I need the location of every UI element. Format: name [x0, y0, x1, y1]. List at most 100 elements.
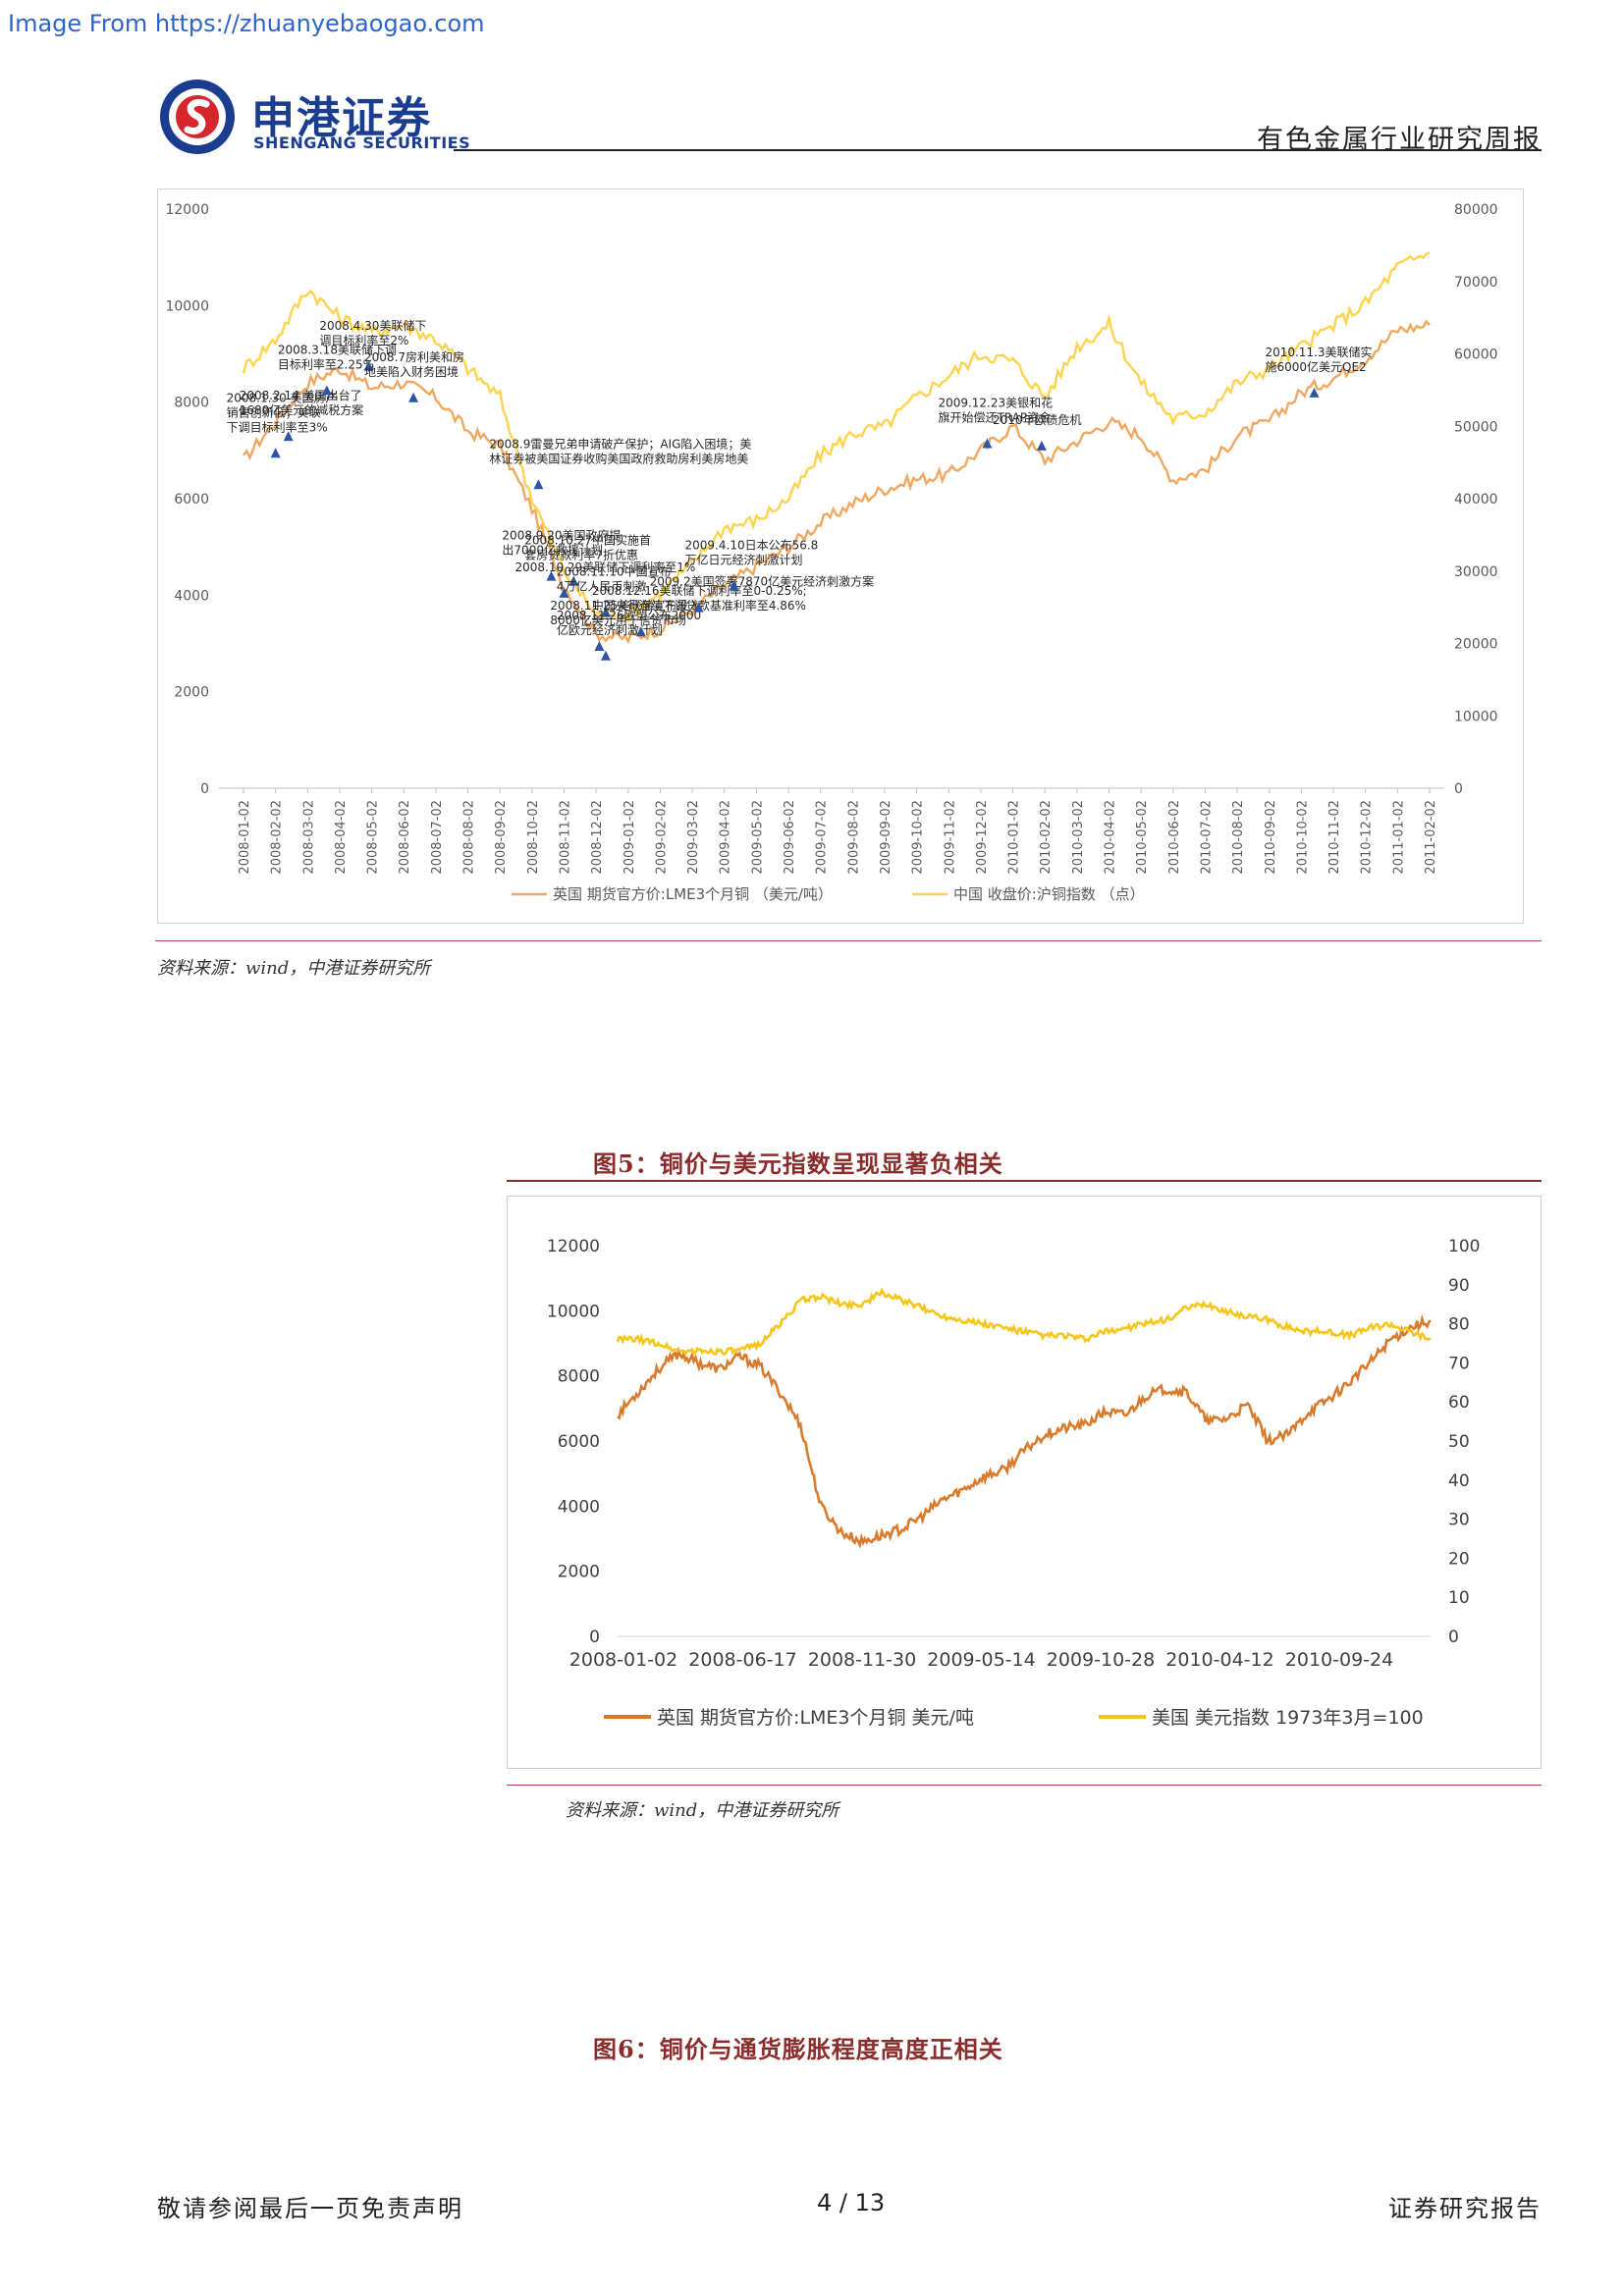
event-marker-icon	[321, 385, 332, 396]
x-tick-label: 2010-06-02	[1167, 800, 1182, 875]
x-tick-label: 2009-02-02	[654, 800, 669, 875]
event-annotation-line: 2008.11.25美联储宣布投入	[550, 598, 700, 613]
event-annotation-line: 旗开始偿还TRAP资金	[938, 409, 1051, 424]
event-annotation-line: 2008.10.27中国实施首	[524, 533, 651, 548]
left-tick-label: 4000	[558, 1497, 600, 1517]
event-annotation-line: 2008.3.18美联储下调	[278, 342, 397, 356]
right-tick-label: 80	[1448, 1315, 1470, 1335]
x-tick-label: 2010-09-02	[1264, 800, 1278, 875]
data-source-note: 资料来源：wind，中港证券研究所	[157, 958, 431, 979]
x-tick-label: 2010-10-02	[1295, 800, 1310, 875]
data-source-note-2: 资料来源：wind，中港证券研究所	[566, 1800, 839, 1821]
event-annotation-line: 2010.11.3美联储实	[1265, 345, 1372, 359]
right-tick-label: 10000	[1454, 709, 1498, 724]
series-line-lme-copper	[617, 1313, 1432, 1549]
x-tick-label: 2009-03-02	[686, 800, 701, 875]
event-annotation: 2008.9雷曼兄弟申请破产保护；AIG陷入困境；美林证券被美国证券收购美国政府…	[489, 436, 751, 465]
right-tick-label: 50	[1448, 1432, 1470, 1452]
x-tick-label: 2010-04-12	[1165, 1649, 1273, 1671]
left-tick-label: 8000	[558, 1367, 600, 1387]
event-marker-icon	[693, 602, 704, 613]
chart-copper-vs-shfe-index: 0 2000 4000 6000 8000 10000 12000 0 10000 20000 30…	[157, 188, 1524, 924]
event-annotation-line: 2008.10.29美联储下调利率至1%	[514, 560, 695, 574]
event-marker-icon	[568, 575, 579, 586]
event-annotation-line: 2008.11.26欧盟公布2000	[557, 609, 701, 622]
event-marker-icon	[1036, 440, 1047, 451]
event-marker-icon	[363, 360, 374, 371]
figure-6-title: 图6：铜价与通货膨胀程度高度正相关	[593, 2035, 1003, 2063]
page-number: 4 / 13	[817, 2189, 886, 2216]
x-tick-label: 2008-12-02	[590, 800, 605, 875]
left-tick-label: 12000	[165, 202, 209, 218]
x-tick-label: 2009-05-14	[927, 1649, 1035, 1671]
right-tick-label: 40000	[1454, 492, 1498, 507]
footer-report-label: 证券研究报告	[1388, 2195, 1542, 2222]
logo-english-name: SHENGANG SECURITIES	[253, 133, 471, 152]
x-tick-label: 2008-07-02	[430, 800, 445, 875]
x-tick-label: 2009-10-28	[1047, 1649, 1155, 1671]
event-annotation-line: 2008.11.10中国宣布	[557, 564, 672, 579]
event-annotation-line: 下调目标利率至3%	[227, 419, 328, 434]
right-tick-label: 70	[1448, 1354, 1470, 1373]
series-line-dollar-index	[616, 1287, 1432, 1357]
figure-5-title: 图5：铜价与美元指数呈现显著负相关	[593, 1149, 1003, 1178]
x-tick-label: 2009-04-02	[719, 800, 733, 875]
x-tick-label: 2009-11-02	[943, 800, 957, 875]
left-tick-label: 10000	[547, 1302, 600, 1321]
event-annotation-line: 施6000亿美元QE2	[1265, 359, 1366, 374]
left-tick-label: 4000	[174, 588, 209, 604]
left-tick-label: 8000	[174, 396, 209, 411]
left-tick-label: 0	[589, 1628, 600, 1647]
event-marker-icon	[1309, 387, 1320, 398]
left-tick-label: 6000	[174, 492, 209, 507]
x-tick-label: 2008-01-02	[238, 800, 252, 875]
x-tick-label: 2008-11-30	[808, 1649, 916, 1671]
x-tick-label: 2008-06-02	[398, 800, 412, 875]
event-marker-icon	[594, 640, 605, 651]
x-tick-label: 2009-05-02	[750, 800, 765, 875]
event-annotation: 2009.2美国签署7870亿美元经济刺激方案	[650, 574, 875, 589]
event-marker-icon	[635, 626, 646, 637]
event-annotation-line: 2008.9雷曼兄弟申请破产保护；AIG陷入困境；美	[489, 436, 751, 451]
x-tick-label: 2009-06-02	[783, 800, 797, 875]
event-marker-icon	[546, 570, 557, 581]
footer-disclaimer: 敬请参阅最后一页免责声明	[157, 2195, 463, 2222]
chart-copper-vs-dollar-index: 0 2000 4000 6000 8000 10000 12000 0 10 20 30 40 50 60…	[507, 1196, 1542, 1769]
event-annotation-line: 8000亿美元用于信贷市场	[550, 613, 686, 627]
right-tick-label: 60	[1448, 1393, 1470, 1413]
event-annotation-line: 2008.2.14 美国出台了	[240, 388, 362, 402]
x-tick-label: 2008-09-02	[494, 800, 509, 875]
x-tick-label: 2009-10-02	[911, 800, 926, 875]
event-marker-icon	[600, 650, 611, 661]
event-annotation-line: 地美陷入财务困境	[364, 364, 459, 379]
event-annotation-line: 林证券被美国证券收购美国政府救助房利美房地美	[489, 451, 748, 465]
event-annotation-line: 2009.4.10日本公布56.8	[685, 539, 819, 553]
right-tick-label: 20000	[1454, 637, 1498, 653]
left-tick-label: 2000	[174, 685, 209, 701]
x-tick-label: 2011-01-02	[1391, 800, 1406, 875]
event-annotation-line: 4万亿人民币刺激	[557, 579, 647, 594]
event-annotation-line: 2010年欧债危机	[993, 413, 1082, 427]
x-tick-label: 2010-03-02	[1071, 800, 1086, 875]
event-annotation-line: 2008.9.20美国政府提	[502, 528, 621, 543]
left-tick-label: 0	[200, 781, 209, 797]
event-marker-icon	[270, 448, 281, 458]
company-logo-icon	[160, 80, 235, 154]
right-tick-label: 20	[1448, 1549, 1470, 1569]
left-tick-label: 12000	[547, 1237, 600, 1256]
event-annotation-line: 1680亿美元的减税方案	[240, 402, 364, 417]
event-marker-icon	[408, 392, 419, 402]
watermark-text[interactable]: Image From https://zhuanyebaogao.com	[8, 10, 485, 37]
x-tick-label: 2009-01-02	[623, 800, 637, 875]
source-divider	[155, 940, 1542, 941]
x-tick-label: 2008-08-02	[462, 800, 477, 875]
event-annotation-line: 万亿日元经济刺激计划	[685, 553, 803, 567]
